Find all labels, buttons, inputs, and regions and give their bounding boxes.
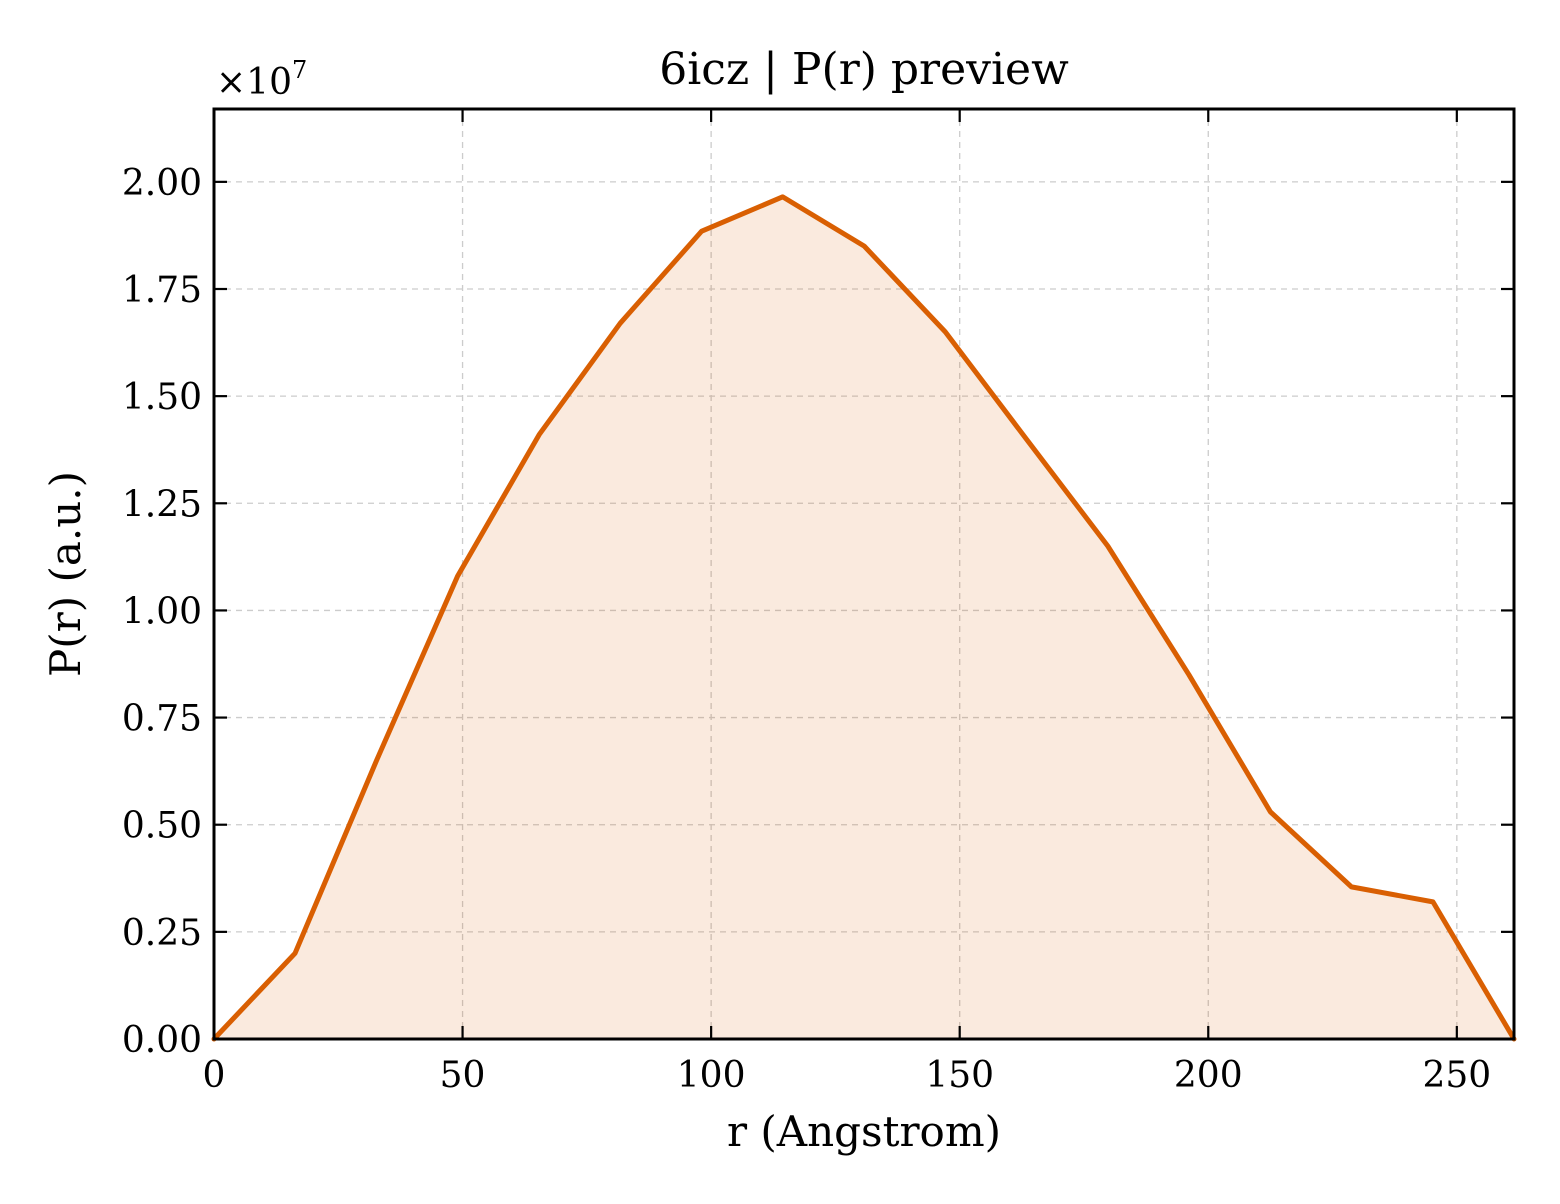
x-axis-label: r (Angstrom) [727, 1107, 1001, 1156]
x-tick-label: 250 [1422, 1055, 1491, 1096]
x-tick-label: 50 [440, 1055, 486, 1096]
area-fill-layer [214, 197, 1514, 1039]
y-tick-label: 0.75 [122, 699, 202, 740]
series-area-fill [214, 197, 1514, 1039]
x-tick-label: 200 [1174, 1055, 1243, 1096]
x-tick-label: 150 [925, 1055, 994, 1096]
y-tick-labels: 0.00 0.25 0.50 0.75 1.00 1.25 1.50 1.75 2.00 [122, 163, 202, 1061]
x-tick-label: 100 [677, 1055, 746, 1096]
y-multiplier-label: ×107 [216, 56, 307, 103]
x-tick-label: 0 [203, 1055, 226, 1096]
y-tick-label: 0.50 [122, 806, 202, 847]
chart-title: 6icz | P(r) preview [659, 44, 1069, 95]
y-multiplier-exponent: 7 [292, 56, 307, 84]
y-tick-label: 0.00 [122, 1020, 202, 1061]
y-tick-label: 0.25 [122, 913, 202, 954]
y-axis-label: P(r) (a.u.) [41, 471, 90, 677]
y-tick-label: 2.00 [122, 163, 202, 204]
y-tick-label: 1.25 [122, 484, 202, 525]
y-tick-label: 1.75 [122, 270, 202, 311]
y-tick-label: 1.50 [122, 377, 202, 418]
y-multiplier-base: ×10 [216, 62, 292, 103]
x-tick-labels: 0 50 100 150 200 250 [203, 1055, 1492, 1096]
y-tick-label: 1.00 [122, 591, 202, 632]
